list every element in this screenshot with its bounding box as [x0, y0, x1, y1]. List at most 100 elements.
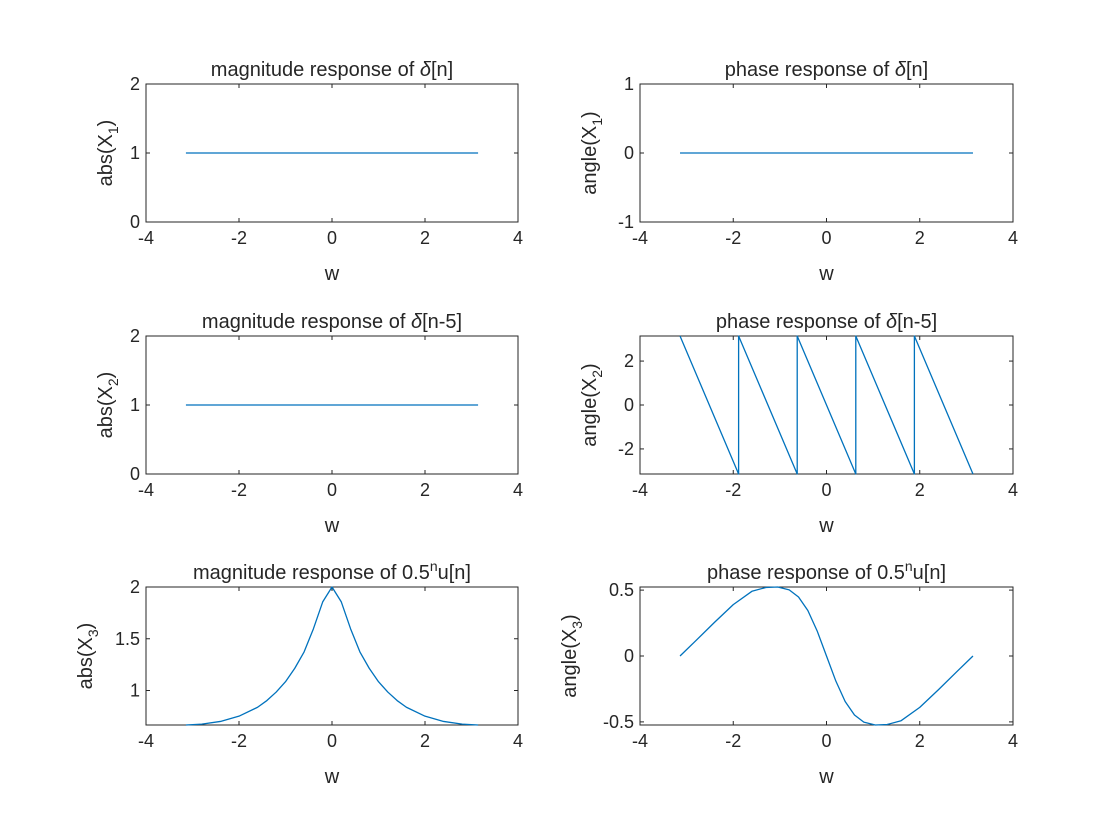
x-tick-label: 2: [420, 228, 430, 248]
x-tick-label: -4: [632, 228, 648, 248]
y-label-subscript: 1: [105, 126, 121, 134]
y-label-subscript: 3: [85, 629, 101, 637]
y-label-close: ): [95, 120, 117, 127]
subplot-5: -4 -2 0 2 4 1 1.5 2 magnitude response of 0.5nu[…: [75, 558, 523, 788]
subplot-4: -4 -2 0 2 4 -2 0 2 phase response of δ[n-5] w angl…: [579, 311, 1018, 537]
x-tick-label: 4: [513, 731, 523, 751]
x-axis-label: w: [324, 766, 340, 788]
y-tick-label: 1: [130, 681, 140, 701]
y-axis-label: angle(X2): [579, 363, 605, 446]
y-label-close: ): [559, 614, 581, 621]
title-text: magnitude response of: [202, 311, 411, 333]
title-text: magnitude response of 0.5: [193, 562, 430, 584]
title-delta-symbol: δ: [886, 311, 898, 333]
x-tick-label: -2: [231, 228, 247, 248]
y-tick-label: 1: [624, 74, 634, 94]
y-tick-label: 1: [130, 395, 140, 415]
x-axis-label: w: [818, 766, 834, 788]
y-tick-label: 1.5: [115, 629, 140, 649]
y-label-close: ): [579, 363, 601, 370]
y-tick-label: -0.5: [603, 712, 634, 732]
title-rest: u[n]: [913, 562, 946, 584]
subplot-title: phase response of 0.5nu[n]: [707, 558, 946, 584]
y-label-close: ): [75, 623, 97, 630]
subplot-6: -4 -2 0 2 4 -0.5 0 0.5 phase response of 0.5nu[n…: [559, 558, 1018, 788]
y-axis-label: abs(X3): [75, 623, 101, 690]
x-tick-label: 2: [420, 480, 430, 500]
title-rest: [n-5]: [422, 311, 462, 333]
x-tick-label: 0: [327, 228, 337, 248]
title-rest: [n-5]: [897, 311, 937, 333]
y-axis-label: angle(X1): [579, 111, 605, 194]
x-axis-label: w: [818, 515, 834, 537]
x-tick-label: -4: [632, 480, 648, 500]
x-axis-label: w: [324, 515, 340, 537]
title-rest: [n]: [906, 59, 928, 81]
x-tick-label: -4: [138, 731, 154, 751]
y-tick-label: 0: [130, 464, 140, 484]
y-label-base: abs(X: [95, 386, 117, 438]
title-text: phase response of: [725, 59, 895, 81]
title-superscript: n: [430, 558, 438, 574]
y-label-base: abs(X: [95, 134, 117, 186]
title-superscript: n: [905, 558, 913, 574]
subplot-title: phase response of δ[n-5]: [716, 311, 937, 333]
y-tick-label: 2: [130, 577, 140, 597]
x-tick-label: -4: [632, 731, 648, 751]
y-label-base: angle(X: [579, 126, 601, 195]
x-tick-label: 0: [327, 731, 337, 751]
title-delta-symbol: δ: [895, 59, 907, 81]
subplot-2: -4 -2 0 2 4 -1 0 1 phase response of δ[n] w angle(…: [579, 59, 1018, 285]
x-tick-label: 4: [513, 480, 523, 500]
x-tick-label: -4: [138, 480, 154, 500]
x-tick-label: -2: [725, 228, 741, 248]
y-tick-label: -2: [618, 439, 634, 459]
y-label-subscript: 3: [569, 621, 585, 629]
x-tick-label: 0: [821, 731, 831, 751]
x-tick-label: 0: [327, 480, 337, 500]
x-tick-label: 4: [1008, 731, 1018, 751]
x-tick-label: 2: [420, 731, 430, 751]
y-tick-label: 0: [624, 143, 634, 163]
subplot-title: magnitude response of 0.5nu[n]: [193, 558, 471, 584]
subplot-title: magnitude response of δ[n-5]: [202, 311, 462, 333]
x-tick-label: 0: [821, 228, 831, 248]
y-tick-label: 0.5: [609, 580, 634, 600]
y-label-subscript: 2: [105, 378, 121, 386]
subplot-3: -4 -2 0 2 4 0 1 2 magnitude response of δ[n-5] w a…: [95, 311, 523, 537]
x-tick-label: 2: [915, 480, 925, 500]
y-label-close: ): [95, 372, 117, 379]
y-axis-label: abs(X2): [95, 372, 121, 439]
y-tick-label: -1: [618, 212, 634, 232]
subplot-title: magnitude response of δ[n]: [211, 59, 453, 81]
y-label-close: ): [579, 111, 601, 118]
x-tick-label: 0: [821, 480, 831, 500]
title-delta-symbol: δ: [411, 311, 423, 333]
x-tick-label: 4: [1008, 228, 1018, 248]
y-tick-label: 1: [130, 143, 140, 163]
x-tick-label: -2: [231, 731, 247, 751]
series-line: [185, 586, 479, 726]
y-axis-label: abs(X1): [95, 120, 121, 187]
x-tick-label: -4: [138, 228, 154, 248]
x-tick-label: -2: [725, 480, 741, 500]
y-tick-label: 0: [130, 212, 140, 232]
plot-area: [145, 586, 519, 726]
title-text: magnitude response of: [211, 59, 420, 81]
y-tick-label: 2: [130, 74, 140, 94]
y-tick-label: 2: [624, 351, 634, 371]
series-line: [679, 586, 974, 726]
x-tick-label: 4: [1008, 480, 1018, 500]
subplot-1: -4 -2 0 2 4 0 1 2 magnitude response of δ[n] w abs…: [95, 59, 523, 285]
x-tick-label: 2: [915, 228, 925, 248]
y-label-base: angle(X: [559, 629, 581, 698]
y-tick-label: 0: [624, 646, 634, 666]
x-tick-label: -2: [231, 480, 247, 500]
y-label-subscript: 1: [589, 118, 605, 126]
title-rest: u[n]: [438, 562, 471, 584]
y-axis-label: angle(X3): [559, 614, 585, 697]
y-label-subscript: 2: [589, 370, 605, 378]
subplot-title: phase response of δ[n]: [725, 59, 929, 81]
y-label-base: abs(X: [75, 637, 97, 689]
